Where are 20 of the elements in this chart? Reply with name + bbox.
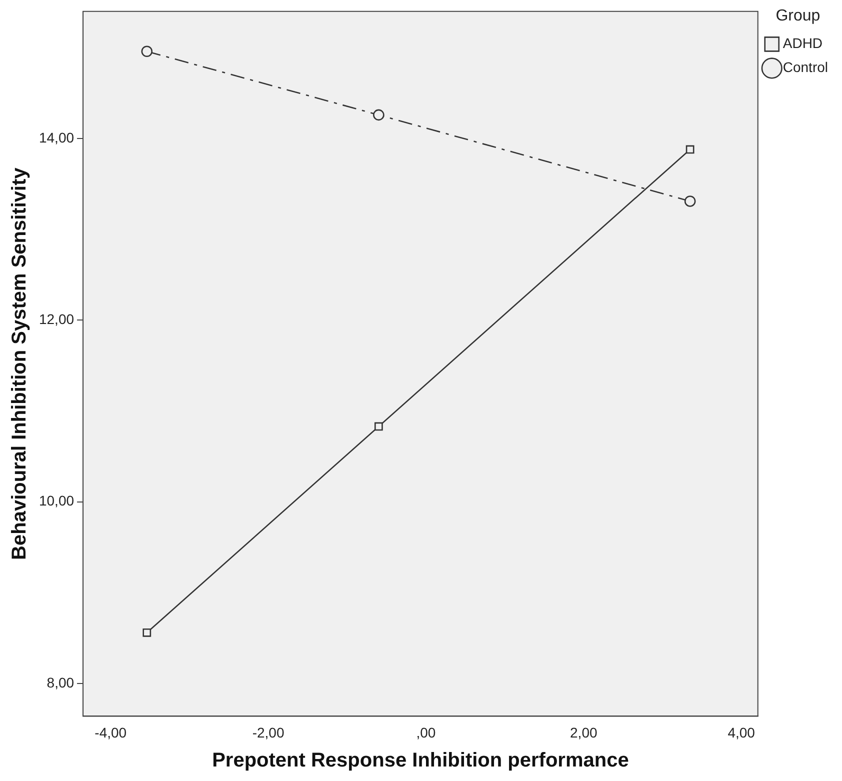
legend-label: Control — [782, 59, 828, 76]
y-tick-label: 12,00 — [38, 311, 74, 328]
x-tick-label: 2,00 — [570, 724, 598, 740]
point — [142, 628, 152, 637]
y-axis-title: Behavioural Inhibition System Sensitivity — [8, 166, 31, 560]
point — [141, 46, 153, 58]
y-tick-label: 14,00 — [38, 129, 74, 146]
point — [373, 109, 384, 121]
y-tick-label: 10,00 — [38, 492, 74, 509]
x-tick-label: ,00 — [416, 724, 436, 740]
point — [684, 196, 696, 207]
point — [374, 422, 383, 431]
x-tick-label: -2,00 — [252, 724, 284, 740]
x-tick-label: -4,00 — [94, 724, 127, 740]
point — [686, 145, 694, 154]
legend-title: Group — [776, 7, 820, 24]
x-tick-label: 4,00 — [728, 724, 756, 740]
y-tick-label: 8,00 — [46, 674, 74, 690]
legend-label: ADHD — [782, 35, 823, 52]
x-axis-title: Prepotent Response Inhibition performance — [212, 750, 629, 772]
